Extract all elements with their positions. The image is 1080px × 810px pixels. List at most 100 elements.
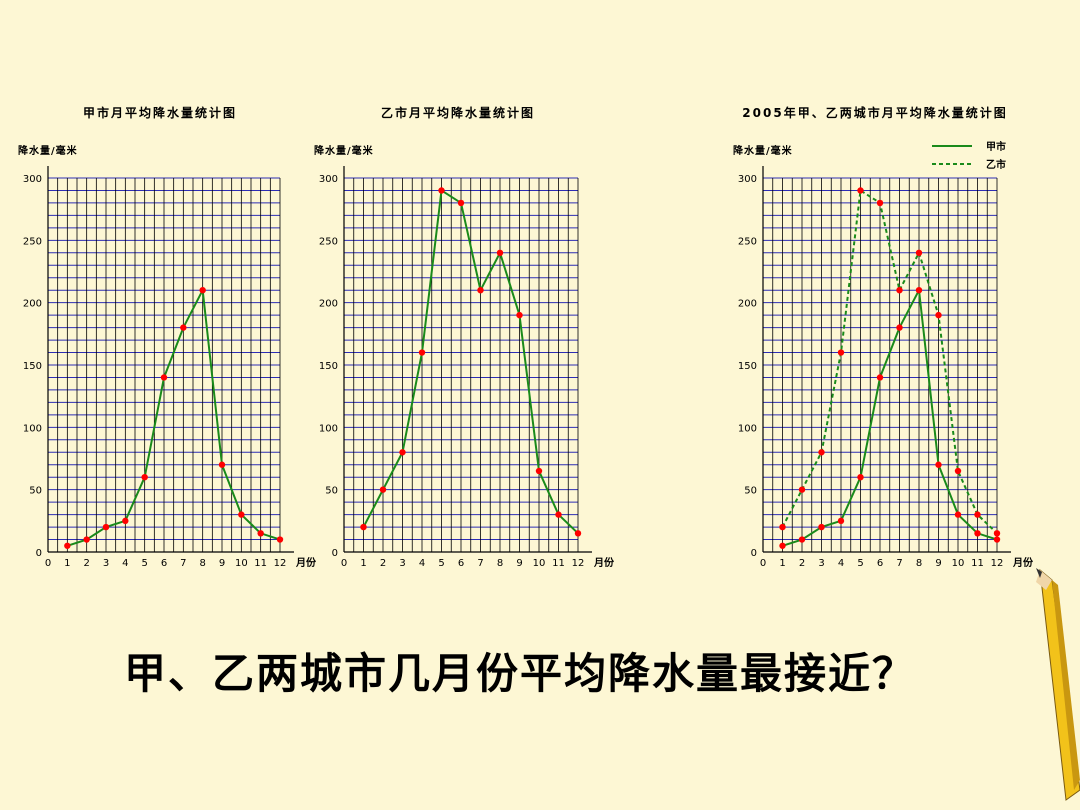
question-text: 甲、乙两城市几月份平均降水量最接近？: [123, 649, 916, 698]
data-point: [779, 523, 786, 531]
x-tick-label: 0: [45, 558, 51, 569]
data-point: [276, 536, 284, 543]
x-tick-label: 0: [760, 558, 766, 569]
y-tick-label: 50: [744, 486, 757, 497]
data-point: [160, 374, 168, 381]
data-point: [141, 474, 148, 481]
x-tick-label: 1: [779, 558, 785, 569]
data-point: [818, 449, 825, 456]
x-tick-label: 3: [399, 558, 405, 569]
y-tick-label: 200: [738, 299, 757, 310]
x-axis-label: 月份: [295, 556, 317, 569]
x-tick-label: 10: [533, 558, 546, 569]
y-axis-label: 降水量/毫米: [18, 144, 78, 157]
x-tick-label: 7: [180, 558, 186, 569]
x-tick-label: 3: [818, 558, 824, 569]
y-tick-label: 300: [738, 174, 757, 185]
data-point: [199, 287, 206, 294]
data-point: [438, 187, 445, 194]
x-axis-label: 月份: [1012, 556, 1034, 569]
data-point: [64, 542, 71, 549]
x-tick-label: 10: [952, 558, 965, 569]
x-tick-label: 11: [552, 558, 565, 569]
x-tick-label: 4: [122, 558, 128, 569]
x-tick-label: 1: [360, 558, 366, 569]
data-point: [915, 287, 923, 294]
chart-title: 甲市月平均降水量统计图: [83, 105, 237, 120]
data-point: [837, 349, 845, 356]
series-line-1: [362, 188, 579, 535]
x-tick-label: 10: [235, 558, 248, 569]
y-axis-label: 降水量/毫米: [314, 144, 374, 157]
x-tick-label: 12: [991, 558, 1004, 569]
series-line-1: [67, 286, 281, 547]
y-tick-label: 50: [325, 486, 338, 497]
chart-title: 乙市月平均降水量统计图: [381, 105, 535, 120]
x-tick-label: 8: [497, 558, 503, 569]
x-tick-label: 11: [254, 558, 267, 569]
data-point: [935, 311, 942, 319]
data-point: [857, 187, 864, 194]
data-point: [993, 530, 1001, 537]
data-point: [122, 517, 129, 525]
x-axis-label: 月份: [593, 556, 615, 569]
data-point: [935, 461, 942, 468]
data-point: [418, 349, 426, 356]
data-point: [379, 486, 387, 493]
x-tick-label: 4: [419, 558, 425, 569]
y-tick-label: 200: [319, 299, 338, 310]
data-point: [876, 199, 884, 207]
x-tick-label: 12: [572, 558, 585, 569]
data-point: [496, 249, 504, 256]
data-point: [818, 523, 825, 531]
x-tick-label: 2: [83, 558, 89, 569]
y-tick-label: 300: [23, 174, 42, 185]
x-tick-label: 5: [857, 558, 863, 569]
data-point: [954, 467, 962, 475]
data-point: [457, 199, 465, 207]
series-line-2: [781, 188, 998, 535]
x-tick-label: 5: [438, 558, 444, 569]
x-tick-label: 2: [799, 558, 805, 569]
y-tick-label: 150: [738, 361, 757, 372]
data-point: [218, 461, 226, 468]
data-point: [896, 324, 903, 331]
x-tick-label: 2: [380, 558, 386, 569]
data-point: [993, 536, 1001, 543]
data-point: [837, 517, 845, 525]
x-tick-label: 7: [896, 558, 902, 569]
data-point: [535, 467, 543, 475]
x-tick-label: 12: [274, 558, 287, 569]
data-point: [798, 486, 806, 493]
x-tick-label: 6: [877, 558, 883, 569]
y-tick-label: 0: [36, 548, 42, 559]
data-point: [555, 511, 562, 518]
data-point: [574, 530, 582, 537]
x-tick-label: 9: [516, 558, 522, 569]
data-point: [896, 287, 903, 294]
y-tick-label: 250: [738, 236, 757, 247]
data-point: [974, 530, 981, 537]
data-point: [83, 536, 90, 543]
x-tick-label: 11: [971, 558, 984, 569]
y-tick-label: 200: [23, 299, 42, 310]
y-tick-label: 0: [332, 548, 338, 559]
pencil-decoration: [1036, 568, 1080, 801]
chart-title: 2005年甲、乙两城市月平均降水量统计图: [742, 105, 1007, 120]
x-tick-label: 4: [838, 558, 844, 569]
data-point: [399, 449, 406, 456]
x-tick-label: 6: [458, 558, 464, 569]
y-tick-label: 100: [319, 423, 338, 434]
data-point: [779, 542, 786, 549]
data-point: [915, 249, 923, 256]
y-tick-label: 50: [29, 486, 42, 497]
data-point: [360, 523, 367, 531]
x-tick-label: 9: [219, 558, 225, 569]
data-point: [102, 523, 110, 531]
x-tick-label: 7: [477, 558, 483, 569]
data-point: [857, 474, 864, 481]
chart-3: 2005年甲、乙两城市月平均降水量统计图降水量/毫米05010015020025…: [733, 105, 1034, 569]
